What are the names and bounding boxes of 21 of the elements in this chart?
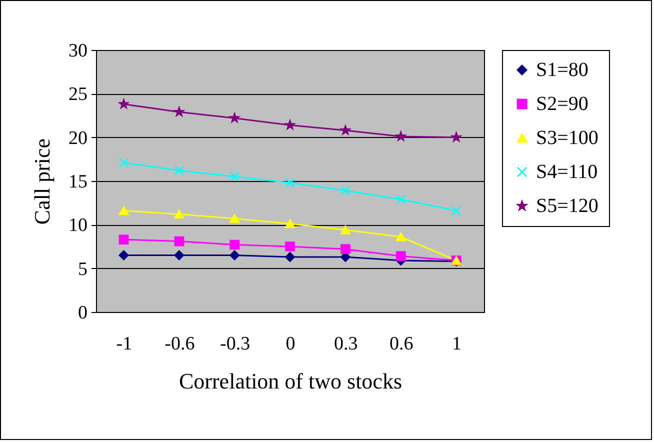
x-tick-label: 0.3 xyxy=(334,334,358,354)
x-axis-title: Correlation of two stocks xyxy=(178,368,402,394)
legend-label: S4=110 xyxy=(536,161,598,183)
y-tick-label: 25 xyxy=(68,84,88,106)
y-tick-label: 5 xyxy=(78,258,88,280)
y-tick-label: 20 xyxy=(68,128,88,149)
x-tick-label: -1 xyxy=(116,334,132,354)
y-tick-label: 0 xyxy=(78,302,88,324)
y-tick-label: 10 xyxy=(68,215,88,236)
x-tick-label: 0 xyxy=(286,334,296,354)
legend-label: S1=80 xyxy=(536,59,588,81)
legend-label: S3=100 xyxy=(536,127,598,149)
x-tick-label: 0.6 xyxy=(389,334,414,354)
y-axis-title: Call price xyxy=(30,138,54,225)
y-tick-label: 15 xyxy=(68,172,88,192)
x-tick-label: 1 xyxy=(452,334,462,354)
legend-label: S2=90 xyxy=(536,93,588,115)
x-tick-label: -0.3 xyxy=(220,334,250,354)
legend-label: S5=120 xyxy=(536,195,598,217)
y-tick-label: 30 xyxy=(68,40,88,62)
x-tick-label: -0.6 xyxy=(164,334,195,354)
